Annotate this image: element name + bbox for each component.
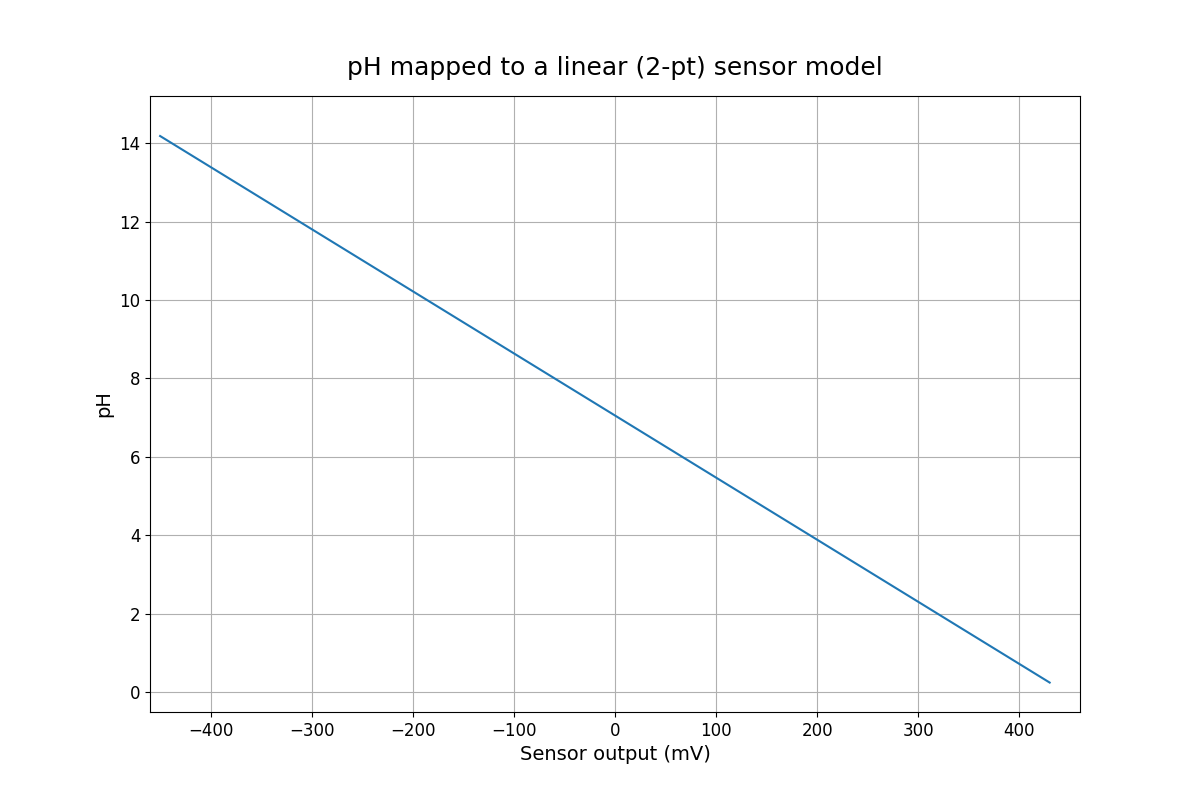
Y-axis label: pH: pH [95, 390, 114, 418]
Title: pH mapped to a linear (2-pt) sensor model: pH mapped to a linear (2-pt) sensor mode… [347, 56, 883, 80]
X-axis label: Sensor output (mV): Sensor output (mV) [520, 746, 710, 764]
